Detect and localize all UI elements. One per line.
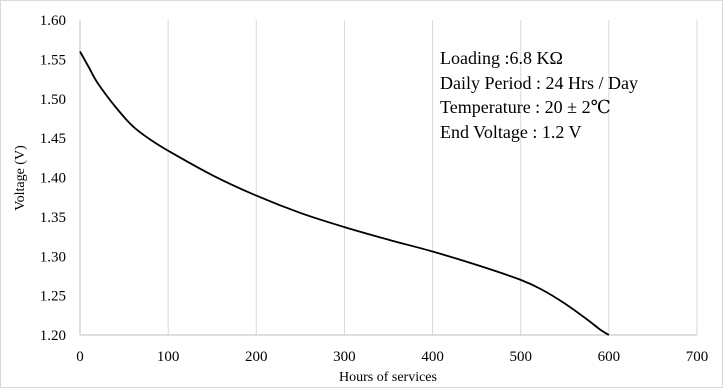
y-tick-label: 1.35 <box>40 210 66 226</box>
axis-layer <box>79 20 697 336</box>
x-tick-label: 700 <box>686 349 709 365</box>
y-axis-title: Voltage (V) <box>13 145 28 211</box>
annotation-temperature: Temperature : 20 ± 2℃ <box>440 97 611 117</box>
voltage-series-line <box>79 51 610 336</box>
x-tick-label: 500 <box>509 349 532 365</box>
x-tick-label: 0 <box>76 349 84 365</box>
annotation-end-voltage: End Voltage : 1.2 V <box>440 122 582 142</box>
tick-label-layer: 1.20 1.25 1.30 1.35 1.40 1.45 1.50 1.55 1.60 0 100… <box>40 13 709 365</box>
y-tick-label: 1.25 <box>40 289 66 305</box>
annotation-daily-period: Daily Period : 24 Hrs / Day <box>440 73 638 93</box>
x-tick-label: 300 <box>333 349 356 365</box>
x-axis-title: Hours of services <box>339 370 437 385</box>
x-tick-label: 200 <box>245 349 268 365</box>
series-layer <box>79 51 610 336</box>
y-tick-label: 1.20 <box>40 328 66 344</box>
x-tick-label: 600 <box>598 349 621 365</box>
y-tick-label: 1.30 <box>40 249 66 265</box>
x-tick-label: 100 <box>157 349 180 365</box>
y-tick-label: 1.50 <box>40 92 66 108</box>
x-tick-label: 400 <box>421 349 444 365</box>
y-tick-label: 1.45 <box>40 131 66 147</box>
y-tick-label: 1.40 <box>40 171 66 187</box>
y-tick-label: 1.55 <box>40 52 66 68</box>
grid-layer <box>79 20 698 335</box>
annotation-loading: Loading :6.8 KΩ <box>440 48 563 68</box>
y-tick-label: 1.60 <box>40 13 66 29</box>
